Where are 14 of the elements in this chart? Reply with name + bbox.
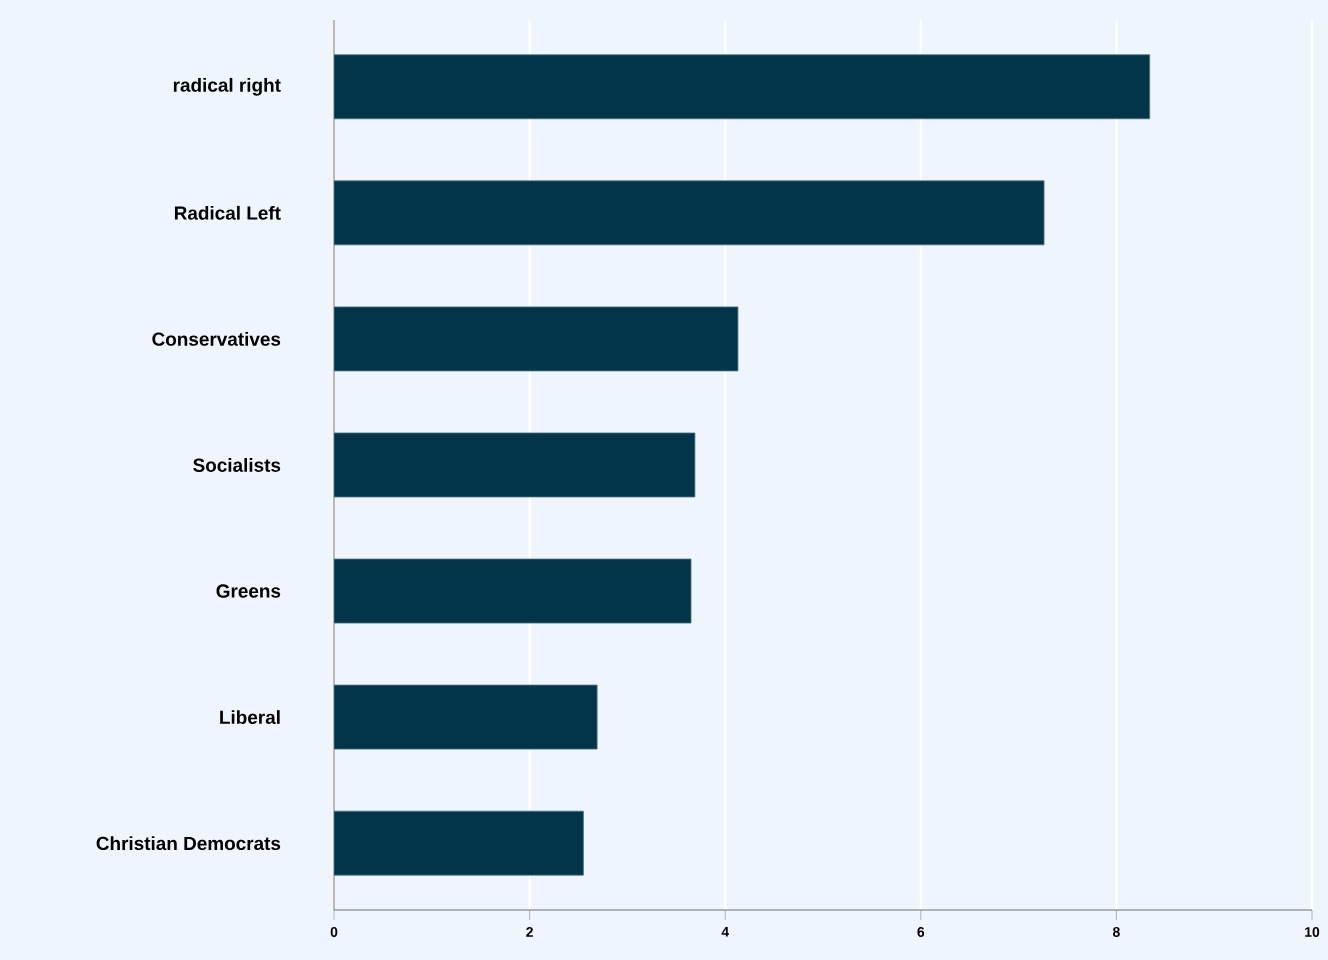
y-tick-label: Liberal — [220, 710, 280, 725]
bar — [334, 306, 739, 372]
bar — [334, 54, 1151, 120]
bar — [334, 558, 692, 624]
bar — [334, 810, 584, 876]
y-tick-label: radical right — [173, 77, 281, 96]
y-tick-label: Christian Democrats — [96, 836, 281, 851]
y-tick-label: Conservatives — [152, 331, 281, 346]
bar — [334, 432, 696, 498]
bar — [334, 180, 1045, 246]
bar — [334, 684, 598, 750]
y-tick-label: Socialists — [193, 458, 281, 472]
y-tick-label: Radical Left — [174, 205, 281, 220]
y-tick-label: Greens — [216, 584, 281, 598]
